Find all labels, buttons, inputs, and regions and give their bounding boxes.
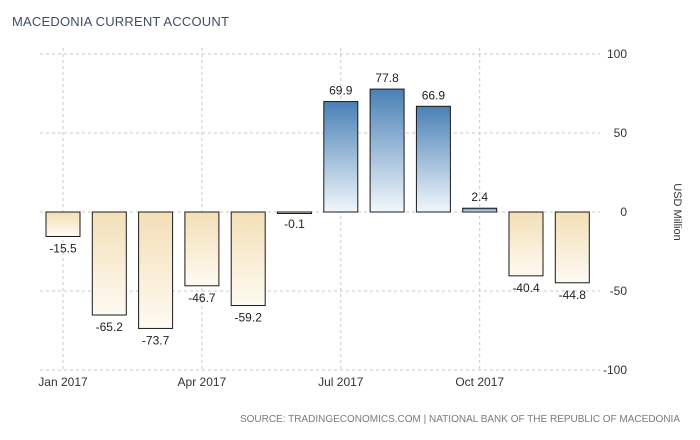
data-label: 2.4 (471, 190, 488, 204)
data-label: 69.9 (329, 84, 353, 98)
bar (138, 211, 174, 329)
y-tick-label: -100 (603, 363, 627, 377)
bar (323, 101, 359, 213)
chart-title: MACEDONIA CURRENT ACCOUNT (12, 14, 230, 29)
bar (369, 88, 405, 213)
source-note: SOURCE: TRADINGECONOMICS.COM | NATIONAL … (239, 414, 680, 425)
bar (277, 211, 312, 214)
bar (508, 211, 544, 277)
bar (230, 211, 266, 307)
bar (91, 211, 127, 316)
grid-lines (40, 48, 600, 371)
y-tick-label: 50 (614, 126, 628, 140)
data-label: -0.1 (284, 217, 305, 231)
y-axis-label: USD Million (671, 183, 683, 240)
data-label: -46.7 (188, 291, 216, 305)
data-label: 77.8 (375, 71, 399, 85)
x-axis: Jan 2017 Apr 2017 Jul 2017 Oct 2017 (38, 375, 504, 389)
data-label: -73.7 (142, 333, 170, 347)
y-tick-label: -50 (610, 284, 628, 298)
data-label: 66.9 (422, 88, 446, 102)
bar (415, 105, 451, 213)
bars (45, 88, 590, 329)
bar (554, 211, 590, 284)
data-label: -15.5 (49, 241, 77, 255)
y-axis: 100 50 0 -50 -100 USD Million (603, 47, 683, 377)
data-label: -40.4 (512, 281, 540, 295)
x-tick-label: Jul 2017 (318, 375, 364, 389)
bar (462, 207, 498, 213)
data-label: -44.8 (559, 288, 587, 302)
data-labels: -15.5 -65.2 -73.7 -46.7 -59.2 -0.1 69.9 77.8 66.… (49, 71, 586, 347)
data-label: -65.2 (96, 320, 124, 334)
x-tick-label: Apr 2017 (178, 375, 227, 389)
y-tick-label: 0 (620, 205, 627, 219)
bar (184, 211, 220, 287)
bar (45, 211, 81, 237)
y-tick-label: 100 (607, 47, 627, 61)
x-tick-label: Jan 2017 (38, 375, 88, 389)
x-tick-label: Oct 2017 (455, 375, 504, 389)
data-label: -59.2 (235, 311, 263, 325)
